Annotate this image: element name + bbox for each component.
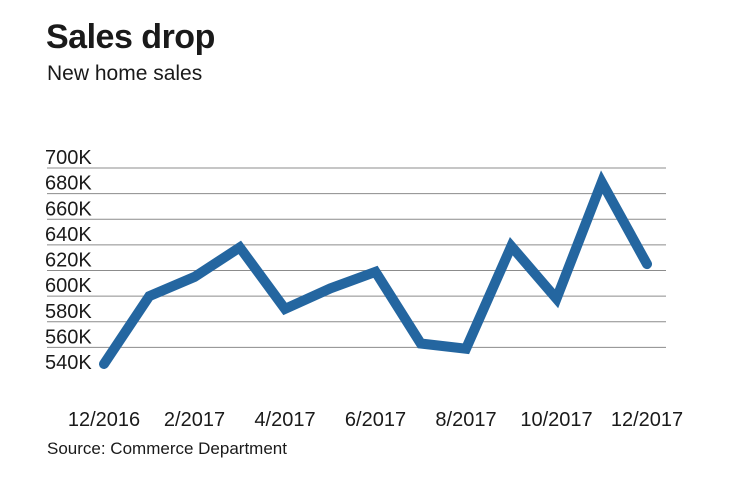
x-tick-label: 2/2017 [164, 409, 225, 431]
y-axis-ticks: 540K 560K 580K 600K 620K 640K 660K 680K 700K [45, 147, 92, 374]
series-line [99, 170, 652, 369]
y-tick-label: 700K [45, 147, 92, 169]
x-axis-ticks: 12/2016 2/2017 4/2017 6/2017 8/2017 10/2017 12… [68, 409, 683, 431]
y-tick-label: 580K [45, 301, 92, 323]
series-layer [99, 170, 652, 369]
y-tick-label: 660K [45, 198, 92, 220]
chart-title: Sales drop [46, 18, 215, 56]
x-tick-label: 10/2017 [520, 409, 592, 431]
chart-subtitle: New home sales [47, 62, 203, 85]
x-tick-label: 4/2017 [254, 409, 315, 431]
x-tick-label: 12/2017 [611, 409, 683, 431]
y-tick-label: 600K [45, 275, 92, 297]
source-note: Source: Commerce Department [47, 439, 287, 458]
y-tick-label: 620K [45, 250, 92, 272]
y-tick-label: 640K [45, 224, 92, 246]
x-tick-label: 12/2016 [68, 409, 140, 431]
y-tick-label: 560K [45, 326, 92, 348]
y-tick-label: 540K [45, 352, 92, 374]
x-tick-label: 6/2017 [345, 409, 406, 431]
x-tick-label: 8/2017 [435, 409, 496, 431]
y-tick-label: 680K [45, 173, 92, 195]
